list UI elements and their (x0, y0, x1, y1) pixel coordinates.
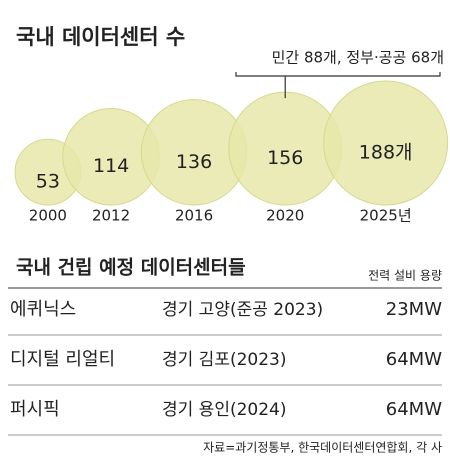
cell-name: 에퀴닉스 (10, 299, 76, 320)
cell-capacity: 64MW (386, 399, 442, 420)
value-label: 188개 (359, 142, 413, 164)
bubble-group: 53 114 136 156 188개 (14, 80, 449, 206)
annotation-bracket (235, 72, 441, 99)
bubble (323, 80, 449, 206)
cell-location: 경기 고양(준공 2023) (162, 300, 323, 320)
table-note: 전력 설비 용량 (368, 269, 442, 283)
cell-location: 경기 용인(2024) (162, 400, 287, 420)
value-label: 114 (93, 155, 129, 177)
x-tick-label: 2020 (266, 207, 304, 225)
annotation: 민간 88개, 정부·공공 68개 (272, 49, 444, 67)
cell-location: 경기 김포(2023) (162, 350, 287, 370)
x-tick-label: 2025년 (360, 207, 412, 225)
cell-name: 퍼시픽 (10, 399, 60, 420)
table-title: 국내 건립 예정 데이터센터들 (16, 257, 246, 279)
x-tick-label: 2012 (92, 207, 130, 225)
value-label: 53 (36, 171, 60, 193)
cell-name: 디지털 리얼티 (10, 349, 115, 370)
chart-title: 국내 데이터센터 수 (16, 25, 185, 49)
x-tick-label: 2000 (29, 207, 67, 225)
x-tick-label: 2016 (175, 207, 213, 225)
cell-capacity: 23MW (386, 299, 442, 320)
source: 자료=과기정통부, 한국데이터센터연합회, 각 사 (203, 441, 442, 455)
value-label: 136 (176, 151, 212, 173)
value-label: 156 (267, 147, 303, 169)
cell-capacity: 64MW (386, 349, 442, 370)
